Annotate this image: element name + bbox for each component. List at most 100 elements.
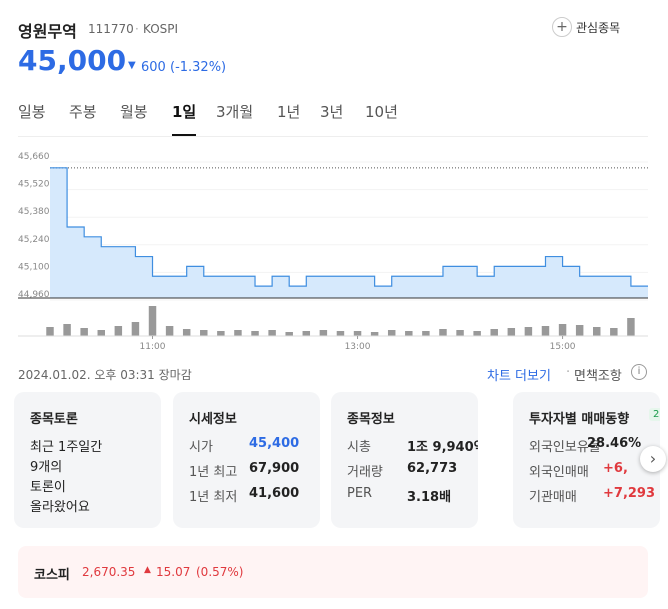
volume-bar: [217, 331, 225, 336]
volume-bar: [473, 331, 481, 336]
price-chart: 45,660 45,520 45,380 45,240 45,100 44,960 11:0…: [18, 152, 648, 352]
volume-bar: [182, 329, 191, 336]
row-label: 1년 최저: [189, 490, 238, 505]
volume-bar: [387, 330, 396, 336]
row-label: PER: [347, 486, 373, 501]
volume-bar: [456, 330, 464, 336]
row-label: 시총: [347, 440, 371, 455]
volume-bar: [285, 332, 293, 336]
row-value: 62,773: [407, 461, 458, 476]
volume-bar: [80, 328, 88, 336]
x-tick-label: 13:00: [345, 342, 371, 352]
change-pct: (-1.32%): [170, 60, 227, 75]
price-line: [50, 167, 648, 287]
market: KOSPI: [143, 22, 179, 36]
volume-bar: [46, 327, 54, 336]
row-value: 1조 9,940억: [407, 440, 478, 455]
volume-bar: [490, 329, 498, 336]
row-value: 41,600: [249, 486, 300, 501]
volume-bar: [405, 331, 413, 336]
volume-bar: [268, 330, 276, 336]
volume-bar: [165, 326, 174, 336]
volume-bar: [131, 322, 140, 336]
y-tick-label: 45,660: [18, 152, 50, 162]
card-title: 종목정보: [347, 412, 395, 427]
sep: ·: [566, 365, 571, 380]
tab[interactable]: 주봉: [69, 103, 97, 121]
x-tick-label: 11:00: [140, 342, 166, 352]
tab[interactable]: 3년: [320, 103, 344, 121]
row-label: 시가: [189, 440, 213, 455]
row-value: +6,: [603, 461, 628, 476]
volume-bar: [507, 328, 516, 336]
volume-bar: [610, 328, 618, 336]
volume-bar: [97, 330, 105, 336]
add-icon[interactable]: +: [552, 17, 572, 37]
price-area: [50, 167, 648, 298]
index-name: 코스피: [34, 568, 70, 583]
volume-bar: [524, 327, 533, 336]
index-value: 2,670.35: [82, 565, 136, 579]
volume-bar: [422, 331, 430, 336]
next-button[interactable]: ›: [640, 446, 666, 472]
y-tick-label: 45,240: [18, 235, 50, 245]
tab[interactable]: 1일: [172, 103, 197, 121]
index-pct: (0.57%): [196, 565, 244, 579]
info-card[interactable]: 종목정보 시총 1조 9,940억 거래량 62,773 PER 3.18배: [331, 392, 478, 528]
index-box: 코스피 2,670.35 ▲ 15.07 (0.57%): [18, 546, 648, 598]
row-label: 기관매매: [529, 490, 577, 505]
y-tick-label: 44,960: [18, 290, 50, 300]
volume-bar: [558, 324, 567, 336]
stock-code: 111770: [88, 22, 134, 36]
tab[interactable]: 월봉: [120, 103, 148, 121]
more-chart[interactable]: 차트 더보기: [487, 369, 551, 384]
row-value: +7,293: [603, 486, 656, 501]
tab[interactable]: 1년: [277, 103, 301, 121]
divider: [18, 136, 648, 137]
badge: 23.: [649, 408, 660, 421]
volume-bar: [319, 330, 328, 336]
tab[interactable]: 3개월: [216, 103, 254, 121]
volume-bar: [593, 327, 601, 336]
tab-underline: [172, 134, 196, 136]
y-tick-label: 45,380: [18, 207, 50, 217]
disclaimer[interactable]: 면책조항: [574, 369, 622, 384]
row-label: 1년 최고: [189, 465, 238, 480]
volume-bar: [627, 318, 635, 336]
info-icon[interactable]: i: [631, 364, 647, 380]
card-title: 투자자별 매매동향: [529, 412, 630, 427]
info-card[interactable]: 시세정보 시가 45,400 1년 최고 67,900 1년 최저 41,600: [173, 392, 320, 528]
card-line: 9개의: [30, 460, 63, 475]
tab[interactable]: 10년: [365, 103, 398, 121]
watch-button[interactable]: 관심종목: [576, 21, 621, 35]
volume-bar: [200, 330, 208, 336]
volume-bar: [541, 326, 550, 336]
row-value: 45,400: [249, 436, 300, 451]
card-line: 토론이: [30, 480, 66, 495]
volume-bar: [114, 326, 123, 336]
volume-bar: [148, 306, 157, 336]
row-value: 3.18배: [407, 490, 452, 505]
row-label: 외국인매매: [529, 465, 589, 480]
volume-bar: [353, 331, 362, 336]
row-label: 외국인보유율: [529, 440, 601, 455]
volume-bar: [370, 332, 379, 336]
change: 600: [141, 60, 166, 75]
tab[interactable]: 일봉: [18, 103, 46, 121]
down-arrow: ▼: [128, 60, 136, 71]
card-title: 시세정보: [189, 412, 237, 427]
x-tick-label: 15:00: [550, 342, 576, 352]
price: 45,000: [18, 44, 127, 77]
y-tick-label: 45,100: [18, 262, 50, 272]
status: 2024.01.02. 오후 03:31 장마감: [18, 368, 192, 382]
card-line: 최근 1주일간: [30, 440, 103, 455]
y-tick-label: 45,520: [18, 180, 50, 190]
info-card[interactable]: 종목토론 최근 1주일간 9개의 토론이 올라왔어요: [14, 392, 161, 528]
volume-bar: [575, 325, 584, 336]
card-line: 올라왔어요: [30, 500, 90, 515]
index-change: 15.07: [156, 565, 191, 579]
volume-bar: [63, 324, 71, 336]
stock-name: 영원무역: [18, 22, 77, 41]
